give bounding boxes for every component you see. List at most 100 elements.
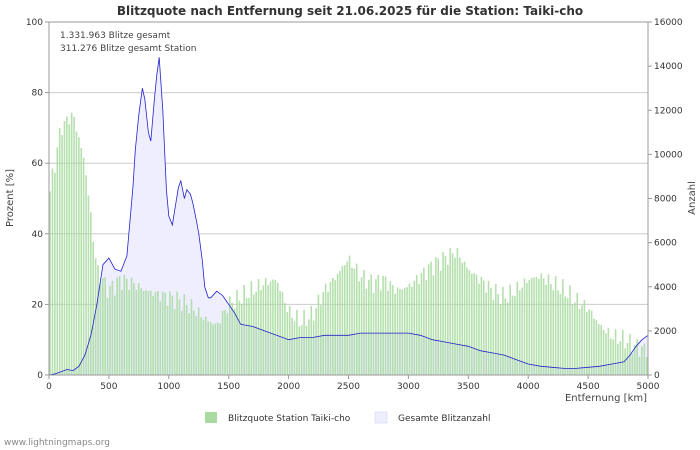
- ratio-bar-480: [106, 297, 109, 375]
- ratio-bar-2240: [317, 294, 320, 375]
- tick-label-right-2: 4000: [654, 283, 677, 293]
- ratio-bar-4700: [612, 339, 614, 375]
- ratio-bar-4680: [609, 338, 612, 375]
- ratio-bar-220: [75, 131, 78, 375]
- ratio-bar-4360: [571, 304, 574, 375]
- tick-label-x-7: 3500: [457, 382, 480, 392]
- ratio-bar-3560: [475, 274, 478, 375]
- ratio-bar-1020: [171, 295, 174, 375]
- ratio-bar-3360: [451, 253, 454, 375]
- ratio-bar-4480: [586, 311, 588, 375]
- tick-label-x-4: 2000: [277, 382, 300, 392]
- ratio-bar-1040: [173, 309, 176, 375]
- total-count-area-fill: [49, 57, 648, 376]
- ratio-bar-1240: [197, 307, 200, 375]
- legend-swatch-total: [374, 411, 388, 424]
- ratio-bar-4020: [530, 277, 533, 375]
- ratio-bar-3040: [413, 280, 416, 375]
- ratio-bar-3820: [506, 302, 509, 375]
- ratio-bar-1320: [207, 321, 210, 375]
- ratio-bar-720: [135, 289, 138, 375]
- ratio-bar-240: [78, 137, 80, 375]
- tick-label-right-8: 16000: [654, 18, 683, 28]
- ratio-bar-780: [142, 290, 145, 375]
- ratio-bar-2140: [305, 325, 308, 375]
- ratio-bar-3520: [471, 273, 473, 375]
- ratio-bar-300: [85, 175, 87, 375]
- ratio-bar-2300: [324, 283, 327, 375]
- ratio-bar-4600: [600, 324, 602, 375]
- ratio-bar-4720: [614, 329, 617, 375]
- ratio-bar-360: [92, 241, 95, 375]
- ratio-bar-840: [149, 290, 152, 375]
- ratio-bar-3660: [487, 280, 490, 375]
- ratio-bar-3160: [427, 264, 430, 375]
- ratio-bar-200: [73, 116, 75, 375]
- tick-label-x-10: 5000: [637, 382, 660, 392]
- ratio-bar-1940: [281, 292, 284, 375]
- ratio-bar-4000: [528, 279, 531, 375]
- ratio-bar-3800: [504, 298, 507, 375]
- ratio-bar-2040: [293, 321, 296, 375]
- ratio-bar-4880: [633, 345, 636, 375]
- ratio-bar-1060: [176, 291, 178, 375]
- ratio-bar-3680: [490, 287, 492, 375]
- ratio-bar-4180: [550, 284, 552, 375]
- ratio-bar-4620: [602, 329, 605, 375]
- ratio-bar-1380: [214, 323, 217, 375]
- ratio-bar-1000: [169, 291, 171, 375]
- ratio-bar-2660: [367, 279, 370, 375]
- ratio-bar-2940: [401, 289, 404, 375]
- tick-label-right-3: 6000: [654, 239, 677, 249]
- ratio-bar-740: [137, 283, 140, 375]
- legend-label-total: Gesamte Blitzanzahl: [398, 414, 491, 424]
- ratio-bar-2720: [375, 279, 377, 375]
- tick-label-left-0: 0: [37, 371, 43, 381]
- ratio-bar-4500: [588, 309, 590, 375]
- ratio-bar-4080: [538, 279, 540, 375]
- ratio-bar-2200: [312, 320, 315, 375]
- total-count-polyline: [48, 57, 649, 376]
- ratio-bar-1800: [264, 278, 267, 375]
- ratio-bar-3280: [442, 251, 444, 375]
- ratio-bar-4560: [595, 320, 598, 375]
- ratio-bar-4960: [643, 343, 646, 375]
- ratio-bar-760: [140, 288, 142, 375]
- ratio-bar-2740: [377, 274, 380, 375]
- ratio-bar-4240: [557, 290, 559, 375]
- tick-label-x-8: 4000: [517, 382, 540, 392]
- ratio-bar-3640: [485, 292, 487, 375]
- ratio-bar-420: [99, 283, 102, 375]
- ratio-bar-860: [152, 295, 154, 375]
- ratio-bar-3220: [435, 257, 437, 375]
- ratio-bar-880: [154, 291, 157, 375]
- ratio-bar-3920: [518, 290, 521, 375]
- ratio-bar-1220: [195, 316, 198, 375]
- ratio-bar-4420: [578, 309, 581, 375]
- ratio-bar-2120: [303, 309, 305, 375]
- ratio-bar-2760: [379, 290, 382, 375]
- tick-label-x-3: 1500: [217, 382, 240, 392]
- ratio-bar-3400: [456, 248, 459, 375]
- ratio-bar-1120: [183, 294, 186, 375]
- ratio-bar-540: [113, 295, 116, 375]
- ratio-bar-4520: [590, 310, 593, 375]
- ratio-bar-4820: [626, 342, 629, 375]
- ratio-bar-40: [54, 172, 56, 375]
- legend-label-station: Blitzquote Station Taiki-cho: [228, 414, 351, 424]
- ratio-bar-4140: [545, 284, 547, 375]
- ratio-bar-340: [90, 212, 92, 375]
- ratio-bar-3100: [420, 272, 423, 375]
- ratio-bar-2320: [327, 291, 329, 375]
- ratio-bar-940: [161, 291, 164, 375]
- tick-label-left-1: 20: [32, 300, 44, 310]
- ratio-bar-3780: [502, 286, 504, 375]
- ratio-bar-4460: [583, 300, 586, 375]
- ratio-bar-1200: [193, 310, 195, 375]
- y-ticks-left: 0 20 40 60 80 100: [26, 18, 49, 381]
- chart-title: Blitzquote nach Entfernung seit 21.06.20…: [117, 4, 583, 18]
- ratio-bar-3120: [423, 267, 425, 375]
- ratio-bar-2900: [396, 287, 399, 375]
- station-ratio-bars: [49, 112, 648, 376]
